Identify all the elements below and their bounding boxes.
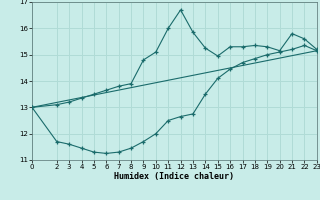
X-axis label: Humidex (Indice chaleur): Humidex (Indice chaleur) [115, 172, 234, 181]
